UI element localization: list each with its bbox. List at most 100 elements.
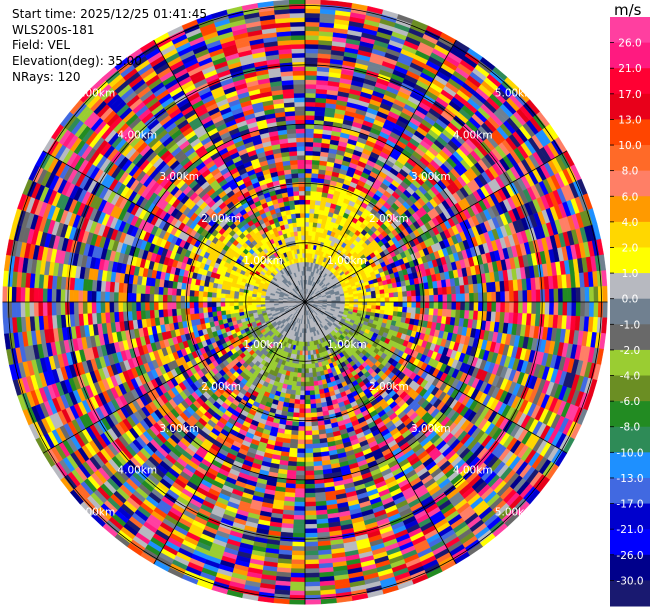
velocity-cell xyxy=(301,363,306,369)
velocity-cell xyxy=(312,150,322,157)
velocity-cell xyxy=(304,528,318,534)
velocity-cell xyxy=(304,26,320,32)
velocity-cell xyxy=(304,190,312,196)
velocity-cell xyxy=(575,287,581,303)
velocity-cell xyxy=(571,287,577,303)
velocity-cell xyxy=(549,301,555,316)
velocity-cell xyxy=(353,301,359,306)
velocity-cell xyxy=(500,291,506,303)
velocity-cell xyxy=(304,61,318,67)
velocity-cell xyxy=(588,301,595,318)
velocity-cell xyxy=(288,452,298,458)
velocity-cell xyxy=(304,510,317,516)
velocity-cell xyxy=(304,355,309,361)
velocity-cell xyxy=(304,17,321,23)
velocity-cell xyxy=(300,386,306,392)
velocity-cell xyxy=(304,492,316,498)
velocity-cell xyxy=(294,390,301,396)
velocity-cell xyxy=(304,470,315,476)
velocity-cell xyxy=(304,195,311,201)
velocity-cell xyxy=(295,385,301,392)
velocity-cell xyxy=(308,368,313,374)
velocity-cell xyxy=(311,434,320,440)
velocity-cell xyxy=(375,293,381,299)
velocity-cell xyxy=(442,301,448,310)
velocity-cell xyxy=(388,292,395,298)
velocity-cell xyxy=(310,190,317,197)
velocity-cell xyxy=(297,368,302,374)
velocity-cell xyxy=(517,301,524,314)
velocity-cell xyxy=(371,298,377,303)
velocity-cell xyxy=(304,514,317,521)
velocity-cell xyxy=(304,483,316,490)
velocity-cell xyxy=(513,301,519,314)
velocity-cell xyxy=(304,479,315,485)
velocity-cell xyxy=(299,395,306,401)
velocity-cell xyxy=(464,293,470,303)
velocity-cell xyxy=(504,301,510,313)
velocity-cell xyxy=(442,294,448,303)
velocity-cell xyxy=(308,230,313,236)
velocity-cell xyxy=(300,377,306,383)
velocity-cell xyxy=(309,394,316,400)
velocity-cell xyxy=(304,132,315,138)
velocity-cell xyxy=(415,295,421,303)
velocity-cell xyxy=(294,394,301,400)
velocity-cell xyxy=(584,286,590,303)
velocity-cell xyxy=(296,452,306,458)
velocity-cell xyxy=(358,298,364,303)
velocity-cell xyxy=(304,83,317,90)
velocity-cell xyxy=(304,30,320,36)
velocity-cell xyxy=(419,307,426,315)
velocity-cell xyxy=(389,301,395,307)
velocity-cell xyxy=(463,310,470,320)
velocity-cell xyxy=(580,301,586,317)
velocity-cell xyxy=(312,155,321,161)
velocity-cell xyxy=(311,438,321,445)
velocity-cell xyxy=(311,430,320,436)
velocity-cell xyxy=(290,577,306,583)
velocity-cell xyxy=(304,461,314,467)
velocity-cell xyxy=(304,359,309,365)
velocity-cell xyxy=(304,21,320,27)
velocity-cell xyxy=(304,381,310,387)
velocity-cell xyxy=(304,390,311,396)
velocity-cells xyxy=(2,0,608,605)
velocity-cell xyxy=(295,470,306,476)
velocity-cell xyxy=(298,412,306,418)
velocity-cell xyxy=(288,447,298,454)
velocity-cell xyxy=(429,294,435,303)
velocity-cell xyxy=(375,305,381,311)
velocity-cell xyxy=(295,479,306,485)
velocity-cell xyxy=(304,186,312,192)
velocity-cell xyxy=(304,448,314,454)
velocity-cell xyxy=(295,381,302,387)
velocity-cell xyxy=(304,403,311,409)
velocity-cell xyxy=(310,416,318,423)
velocity-cell xyxy=(371,294,377,299)
velocity-cell xyxy=(310,186,318,192)
velocity-cell xyxy=(380,297,386,303)
velocity-cell xyxy=(288,599,306,605)
velocity-cell xyxy=(455,309,461,319)
velocity-cell xyxy=(353,298,359,303)
velocity-cell xyxy=(304,146,314,152)
velocity-cell xyxy=(309,390,316,396)
velocity-cell xyxy=(383,288,390,294)
velocity-cell xyxy=(402,291,408,298)
velocity-cell xyxy=(307,354,312,360)
velocity-cell xyxy=(420,301,426,309)
velocity-cell xyxy=(504,291,510,303)
velocity-cell xyxy=(491,291,497,303)
velocity-cell xyxy=(433,301,439,310)
velocity-cell xyxy=(304,408,312,414)
velocity-cell xyxy=(291,554,306,561)
velocity-cell xyxy=(304,457,314,463)
velocity-cell xyxy=(300,372,306,378)
velocity-cell xyxy=(424,288,430,296)
velocity-cell xyxy=(301,368,306,374)
velocity-cell xyxy=(411,295,417,303)
velocity-cell xyxy=(557,301,564,316)
velocity-cell xyxy=(312,452,322,458)
